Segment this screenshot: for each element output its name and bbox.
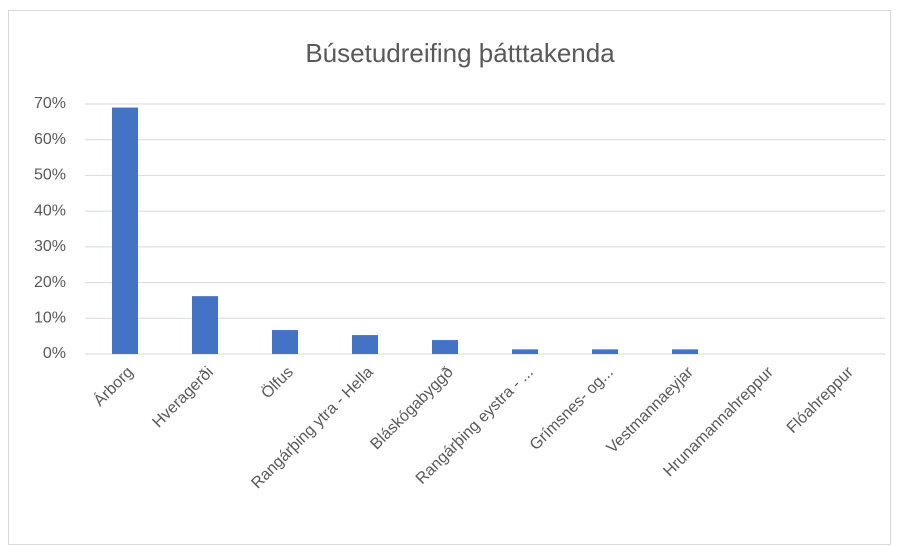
y-tick-label: 40% — [34, 202, 66, 219]
chart-title: Búsetudreifing þátttakenda — [305, 38, 615, 68]
y-tick-label: 50% — [34, 167, 66, 184]
bar — [272, 330, 298, 354]
chart-border — [8, 10, 891, 545]
bar — [672, 349, 698, 354]
bar — [192, 296, 218, 354]
bar — [432, 340, 458, 354]
bar — [592, 349, 618, 354]
bar — [352, 335, 378, 354]
y-tick-label: 10% — [34, 310, 66, 327]
y-tick-label: 60% — [34, 131, 66, 148]
y-tick-label: 70% — [34, 95, 66, 112]
y-tick-label: 0% — [43, 345, 66, 362]
bar — [112, 107, 138, 354]
y-tick-label: 30% — [34, 238, 66, 255]
bar — [512, 349, 538, 354]
y-tick-label: 20% — [34, 274, 66, 291]
